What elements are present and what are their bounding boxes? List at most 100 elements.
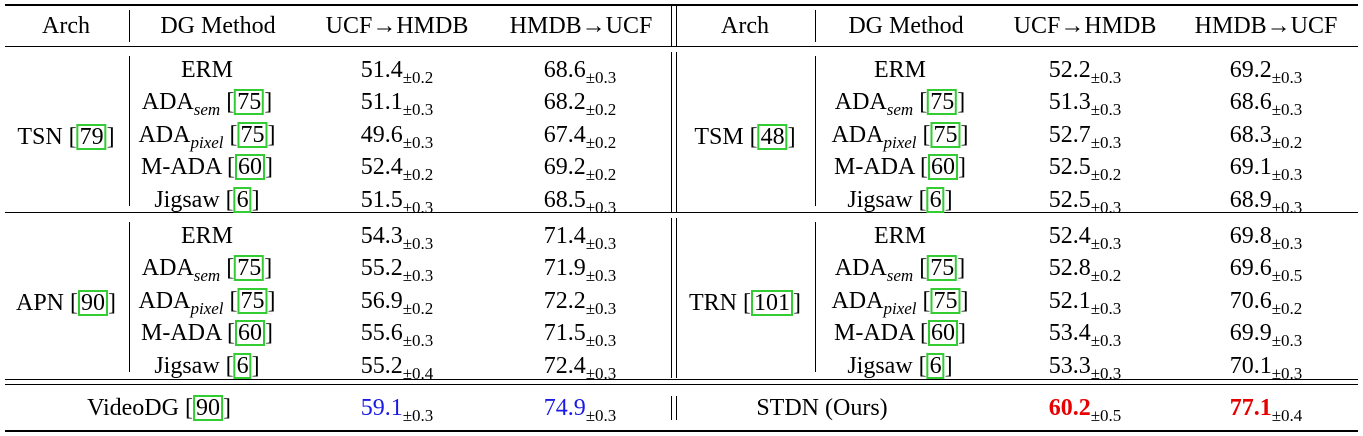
std-error: ±0.3 bbox=[402, 266, 434, 286]
method-subscript: sem bbox=[886, 100, 914, 120]
value: 55.6 bbox=[360, 320, 403, 347]
arch-label: TRN bbox=[689, 289, 737, 316]
method-label: ERM bbox=[180, 223, 234, 249]
method-name: Jigsaw [6] bbox=[847, 186, 953, 213]
citation-link[interactable]: 75 bbox=[927, 255, 958, 282]
value: 53.4 bbox=[1048, 320, 1091, 347]
arch-label: TSN bbox=[17, 123, 63, 150]
hmdb-ucf-value: 68.2±0.2 bbox=[544, 88, 617, 124]
value: 71.5 bbox=[543, 320, 586, 347]
std-error: ±0.3 bbox=[1090, 298, 1122, 318]
std-error: ±0.2 bbox=[585, 165, 617, 185]
hmdb-ucf-value: 72.4±0.3 bbox=[544, 352, 617, 388]
ucf-hmdb-value: 56.9±0.2 bbox=[361, 287, 434, 323]
citation-link[interactable]: 90 bbox=[192, 395, 223, 421]
method-label: ADA bbox=[834, 255, 887, 282]
header-ucf-hmdb-left: UCF→HMDB bbox=[325, 13, 469, 39]
citation-link[interactable]: 75 bbox=[927, 89, 958, 116]
std-error: ±0.3 bbox=[585, 363, 617, 383]
std-error: ±0.3 bbox=[1271, 234, 1303, 253]
value: 56.9 bbox=[360, 287, 403, 314]
method-label: ADA bbox=[138, 121, 191, 148]
citation-link[interactable]: 6 bbox=[926, 352, 945, 379]
bottom-rule bbox=[5, 430, 1358, 432]
footer-hmdb-ucf-right: 77.1±0.4 bbox=[1230, 394, 1303, 430]
citation-link[interactable]: 75 bbox=[930, 121, 961, 148]
method-label: M-ADA bbox=[833, 154, 915, 181]
ucf-hmdb-value: 52.5±0.3 bbox=[1049, 186, 1122, 222]
std-error: ±0.3 bbox=[1090, 68, 1122, 87]
value: 51.5 bbox=[360, 186, 403, 213]
citation-link[interactable]: 6 bbox=[233, 352, 252, 379]
ucf-hmdb-value: 51.4±0.2 bbox=[361, 56, 434, 92]
method-name: ADApixel [75] bbox=[138, 121, 276, 152]
hmdb-ucf-value: 68.3±0.2 bbox=[1230, 121, 1303, 157]
hmdb-ucf-value: 69.6±0.5 bbox=[1230, 254, 1303, 290]
value: 54.3 bbox=[360, 223, 403, 249]
method-subscript: pixel bbox=[190, 132, 224, 152]
top-rule bbox=[5, 4, 1358, 6]
method-name: M-ADA [60] bbox=[833, 320, 967, 347]
method-subscript: sem bbox=[193, 266, 221, 286]
citation-link[interactable]: 60 bbox=[928, 320, 959, 347]
value: 69.9 bbox=[1229, 320, 1272, 347]
hmdb-ucf-value: 68.6±0.3 bbox=[544, 56, 617, 92]
citation-link[interactable]: 48 bbox=[757, 123, 788, 150]
citation-link[interactable]: 6 bbox=[926, 186, 945, 213]
arch-name: APN [90] bbox=[15, 289, 117, 316]
citation-link[interactable]: 60 bbox=[235, 154, 266, 181]
std-error: ±0.3 bbox=[1090, 100, 1122, 120]
citation-link[interactable]: 75 bbox=[234, 255, 265, 282]
ucf-hmdb-value: 55.2±0.4 bbox=[361, 352, 434, 388]
left-arch-separator-block1 bbox=[129, 56, 130, 206]
citation-link[interactable]: 75 bbox=[930, 287, 961, 314]
citation-link[interactable]: 79 bbox=[76, 123, 107, 150]
footer-ucf-hmdb-right: 60.2±0.5 bbox=[1049, 394, 1122, 430]
method-label: ERM bbox=[180, 57, 234, 83]
ucf-hmdb-value: 53.3±0.3 bbox=[1049, 352, 1122, 388]
citation-link[interactable]: 101 bbox=[751, 289, 793, 316]
method-label: ADA bbox=[834, 89, 887, 116]
citation-link[interactable]: 60 bbox=[928, 154, 959, 181]
value: 71.9 bbox=[543, 255, 586, 282]
method-name: Jigsaw [6] bbox=[847, 352, 953, 379]
method-label: ERM bbox=[873, 57, 927, 83]
value: 51.1 bbox=[360, 89, 403, 116]
citation-link[interactable]: 75 bbox=[234, 89, 265, 116]
hmdb-ucf-value: 68.9±0.3 bbox=[1230, 186, 1303, 222]
ucf-hmdb-value: 52.8±0.2 bbox=[1049, 254, 1122, 290]
value: 68.5 bbox=[543, 186, 586, 213]
hmdb-ucf-value: 67.4±0.2 bbox=[544, 121, 617, 157]
method-label: ADA bbox=[138, 287, 191, 314]
method-label: M-ADA bbox=[833, 320, 915, 347]
value: 52.8 bbox=[1048, 255, 1091, 282]
std-error: ±0.3 bbox=[402, 197, 434, 217]
arch-name: TSM [48] bbox=[694, 123, 796, 150]
value: 55.2 bbox=[360, 352, 403, 379]
value: 52.5 bbox=[1048, 154, 1091, 181]
citation-link[interactable]: 75 bbox=[237, 287, 268, 314]
hmdb-ucf-value: 70.6±0.2 bbox=[1230, 287, 1303, 323]
std-error: ±0.2 bbox=[585, 100, 617, 120]
std-error: ±0.3 bbox=[1090, 197, 1122, 217]
method-subscript: pixel bbox=[883, 132, 917, 152]
citation-link[interactable]: 60 bbox=[235, 320, 266, 347]
std-error: ±0.3 bbox=[1090, 331, 1122, 351]
header-hmdb-ucf-right: HMDB→UCF bbox=[1194, 13, 1338, 39]
hmdb-ucf-value: 71.4±0.3 bbox=[544, 222, 617, 258]
value: 68.3 bbox=[1229, 121, 1272, 148]
method-name: ADApixel [75] bbox=[138, 287, 276, 318]
method-name: ADApixel [75] bbox=[831, 121, 969, 152]
footer-label: VideoDG bbox=[87, 395, 179, 421]
hmdb-ucf-value: 69.2±0.2 bbox=[544, 153, 617, 189]
header-method-right: DG Method bbox=[848, 13, 964, 39]
value: 55.2 bbox=[360, 255, 403, 282]
hmdb-ucf-value: 69.2±0.3 bbox=[1230, 56, 1303, 92]
citation-link[interactable]: 6 bbox=[233, 186, 252, 213]
value: 69.6 bbox=[1229, 255, 1272, 282]
citation-link[interactable]: 90 bbox=[78, 289, 109, 316]
method-name: ADAsem [75] bbox=[141, 255, 273, 286]
value: 53.3 bbox=[1048, 352, 1091, 379]
citation-link[interactable]: 75 bbox=[237, 121, 268, 148]
ucf-hmdb-value: 52.7±0.3 bbox=[1049, 121, 1122, 157]
